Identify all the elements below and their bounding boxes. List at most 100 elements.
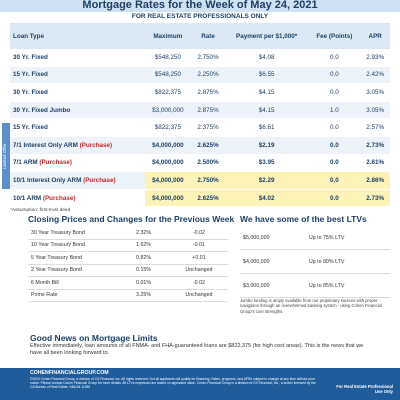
title: Mortgage Rates for the Week of May 24, 2… bbox=[0, 0, 400, 12]
subtitle: FOR REAL ESTATE PROFESSIONALS ONLY bbox=[131, 13, 269, 20]
cell: -0.02 bbox=[169, 276, 228, 290]
cell: 30 Year Treasury Bond bbox=[28, 227, 134, 240]
cell: $4.15 bbox=[224, 101, 309, 120]
closing-row: 30 Year Treasury Bond 2.32% -0.02 bbox=[28, 227, 228, 240]
cell: 2.750% bbox=[191, 171, 225, 190]
rate-row: 7/1 ARM (Purchase) $4,000,000 2.500% $3.95 0… bbox=[10, 153, 390, 173]
loan-type: 10/1 ARM (Purchase) bbox=[10, 188, 145, 208]
ltv-table: $5,000,000 Up to 75% LTV $4,000,000 Up to 8… bbox=[240, 226, 390, 298]
cell: 10 Year Treasury Bond bbox=[28, 239, 134, 252]
loan-type: 15 Yr. Fixed bbox=[10, 118, 145, 137]
cell: 0.0 bbox=[308, 188, 361, 208]
cell: 2.875% bbox=[191, 83, 225, 102]
closing-row: 5 Year Treasury Bond 0.82% +0.01 bbox=[28, 251, 228, 265]
cell: 2.375% bbox=[191, 118, 225, 137]
cell: 0.0 bbox=[308, 153, 361, 173]
cell: 2.250% bbox=[191, 66, 225, 85]
loan-type: 30 Yr. Fixed bbox=[10, 49, 145, 67]
cell: $4.15 bbox=[224, 83, 309, 102]
news-text: Effective immediately, loan amounts of a… bbox=[30, 343, 364, 356]
column-header: Payment per $1,000* bbox=[224, 23, 309, 49]
rate-row: 15 Yr. Fixed $822,375 2.375% $6.61 0.0 2.57% bbox=[10, 118, 390, 137]
loan-type: 30 Yr. Fixed Jumbo bbox=[10, 101, 145, 120]
cell: 1.62% bbox=[133, 239, 170, 252]
rate-row: 10/1 Interest Only ARM (Purchase) $4,000,… bbox=[10, 171, 390, 190]
cell: $2.19 bbox=[224, 135, 309, 155]
loan-name: 10/1 ARM bbox=[13, 194, 42, 202]
cell: Up to 75% LTV bbox=[305, 226, 390, 250]
side-label: Limited Offer bbox=[2, 123, 10, 189]
cell: $5,000,000 bbox=[240, 226, 306, 250]
cell: 2.625% bbox=[191, 135, 225, 155]
column-header: Fee (Points) bbox=[308, 23, 361, 49]
cell: 0.15% bbox=[133, 264, 170, 277]
ltv-row: $4,000,000 Up to 80% LTV bbox=[240, 249, 390, 274]
closing-row: 2 Year Treasury Bond 0.15% Unchanged bbox=[28, 264, 228, 277]
ltv-row: $5,000,000 Up to 75% LTV bbox=[240, 226, 390, 250]
cell: 2.32% bbox=[133, 227, 170, 240]
cell: Unchanged bbox=[169, 289, 228, 302]
cell: $548,250 bbox=[144, 66, 192, 85]
loan-tag: (Purchase) bbox=[79, 141, 113, 149]
loan-type: 7/1 ARM (Purchase) bbox=[10, 153, 145, 173]
closing-row: Prime Rate 3.25% Unchanged bbox=[28, 289, 228, 302]
cell: 2.93% bbox=[360, 49, 390, 67]
loan-type: 10/1 Interest Only ARM (Purchase) bbox=[10, 171, 145, 190]
cell: 3.05% bbox=[360, 101, 390, 120]
cell: Unchanged bbox=[169, 264, 228, 277]
cell: 0.0 bbox=[308, 118, 361, 137]
cell: 2.73% bbox=[360, 188, 390, 208]
loan-type: 30 Yr. Fixed bbox=[10, 83, 145, 102]
cell: +0.01 bbox=[169, 251, 228, 265]
rate-row: 30 Yr. Fixed $548,250 2.750% $4.08 0.0 2.93% bbox=[10, 49, 390, 67]
cell: $6.55 bbox=[224, 66, 309, 85]
cell: 0.0 bbox=[308, 66, 361, 85]
rates-table: Loan Type Maximum Rate Payment per $1,000* F… bbox=[10, 23, 390, 208]
loan-name: 10/1 Interest Only ARM bbox=[13, 176, 82, 184]
cell: -0.01 bbox=[169, 239, 228, 252]
closing-table: 30 Year Treasury Bond 2.32% -0.02 10 Year T… bbox=[28, 227, 228, 302]
cell: $4,000,000 bbox=[144, 188, 192, 208]
site-link[interactable]: COHENFINANCIALGROUP.COM bbox=[30, 370, 109, 376]
cell: $3.95 bbox=[224, 153, 309, 173]
cell: Up to 85% LTV bbox=[305, 273, 390, 298]
loan-type: 15 Yr. Fixed bbox=[10, 66, 145, 85]
cell: 3.05% bbox=[360, 83, 390, 102]
cell: 2.57% bbox=[360, 118, 390, 137]
closing-row: 6 Month Bill 0.01% -0.02 bbox=[28, 276, 228, 290]
loan-tag: (Purchase) bbox=[83, 176, 116, 184]
loan-name: 7/1 ARM bbox=[13, 159, 38, 167]
ltv-note: Jumbo funding is amply available from ou… bbox=[240, 298, 382, 314]
cell: 2.61% bbox=[360, 153, 390, 173]
loan-name: 15 Yr. Fixed bbox=[13, 124, 48, 132]
column-header: Maximum bbox=[144, 23, 192, 49]
news-title: Good News on Mortgage Limits bbox=[30, 333, 158, 343]
cell: 2.500% bbox=[191, 153, 225, 173]
cell: 0.0 bbox=[308, 171, 361, 190]
rate-row: 15 Yr. Fixed $548,250 2.250% $6.55 0.0 2.42% bbox=[10, 66, 390, 85]
cell: $6.61 bbox=[224, 118, 309, 137]
ltv-title: We have some of the best LTVs bbox=[240, 214, 367, 224]
cell: $3,000,000 bbox=[240, 273, 306, 298]
cell: 2.750% bbox=[191, 49, 225, 67]
cell: 0.0 bbox=[308, 83, 361, 102]
cell: 2.73% bbox=[360, 135, 390, 155]
ltv-row: $3,000,000 Up to 85% LTV bbox=[240, 273, 390, 298]
column-header: APR bbox=[360, 23, 390, 49]
closing-title: Closing Prices and Changes for the Previ… bbox=[28, 214, 235, 224]
cell: $2.29 bbox=[224, 171, 309, 190]
cell: $4.08 bbox=[224, 49, 309, 67]
rate-row: 30 Yr. Fixed $822,375 2.875% $4.15 0.0 3.05% bbox=[10, 83, 390, 102]
cell: 6 Month Bill bbox=[28, 276, 134, 290]
loan-name: 30 Yr. Fixed bbox=[13, 53, 48, 61]
loan-name: 15 Yr. Fixed bbox=[13, 71, 48, 79]
rate-row: 30 Yr. Fixed Jumbo $3,000,000 2.875% $4.15 1… bbox=[10, 101, 390, 120]
cell: $548,250 bbox=[144, 49, 192, 67]
loan-name: 7/1 Interest Only ARM bbox=[13, 141, 78, 149]
cell: $822,375 bbox=[144, 118, 192, 137]
closing-row: 10 Year Treasury Bond 1.62% -0.01 bbox=[28, 239, 228, 252]
cell: 0.01% bbox=[133, 276, 170, 290]
loan-type: 7/1 Interest Only ARM (Purchase) bbox=[10, 135, 145, 155]
loan-name: 30 Yr. Fixed Jumbo bbox=[13, 106, 71, 114]
